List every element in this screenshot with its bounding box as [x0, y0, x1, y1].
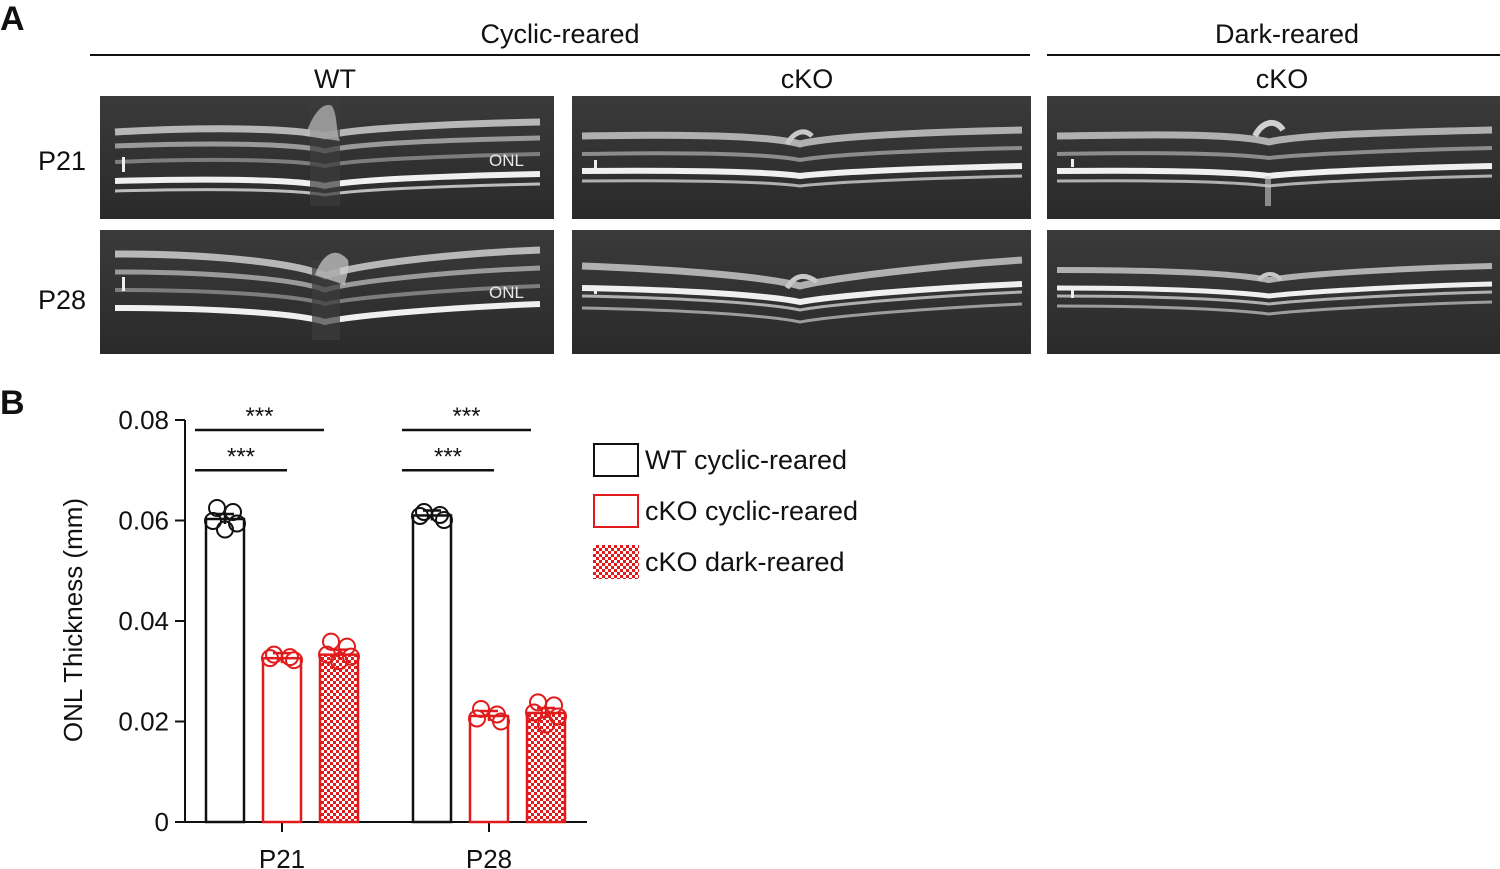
legend-item-wt-cyclic: WT cyclic-reared [593, 443, 858, 477]
row-label-p28: P28 [38, 285, 87, 315]
bar-p21-series-1 [261, 656, 303, 824]
y-tick-label-3: 0.06 [118, 506, 169, 536]
legend-label-cko-cyclic: cKO cyclic-reared [645, 495, 859, 526]
legend-swatch-cko-dark [593, 545, 639, 579]
column-title-cko-dark: cKO [1255, 64, 1309, 94]
significance-label-p21-1: *** [245, 403, 273, 430]
data-point-p28-series-2-2 [525, 703, 543, 722]
significance-label-p28-0: *** [434, 443, 462, 470]
legend-label-cko-dark: cKO dark-reared [645, 546, 845, 577]
bar-p21-series-2 [318, 653, 360, 824]
bar-p28-series-2 [525, 711, 567, 824]
panel-a-letter: A [0, 0, 25, 38]
oct-scan-cko-cyclic-p21 [572, 96, 1031, 219]
oct-scan-wt-p28: ONL [100, 230, 554, 354]
bar-p21-series-0 [204, 517, 246, 824]
onl-thickness-chart: 0 0.02 0.04 0.06 0.08 P21 P28 *** *** *** *** ONL… [58, 403, 587, 869]
panel-b-letter: B [0, 384, 25, 422]
x-tick-label-p21: P21 [259, 844, 305, 869]
y-axis-label: ONL Thickness (mm) [58, 498, 88, 742]
data-point-p21-series-0-2 [204, 512, 222, 531]
legend-label-wt-cyclic: WT cyclic-reared [645, 444, 848, 475]
significance-label-p21-0: *** [227, 443, 255, 470]
oct-scan-cko-dark-p28 [1047, 230, 1500, 354]
oct-scan-cko-cyclic-p28 [572, 230, 1031, 354]
data-point-p28-series-1-3 [492, 712, 510, 731]
data-point-p21-series-1-2 [261, 649, 279, 668]
oct-scan-cko-dark-p21 [1047, 96, 1500, 219]
significance-label-p28-1: *** [452, 403, 480, 430]
bar-p28-series-1 [468, 714, 510, 824]
data-point-p28-series-1-0 [472, 699, 490, 718]
data-point-p21-series-1-1 [281, 648, 299, 667]
column-title-wt: WT [314, 64, 356, 94]
y-tick-label-0: 0 [155, 807, 169, 837]
data-point-p28-series-1-2 [468, 709, 486, 728]
oct-scan-wt-p21: ONL [100, 96, 554, 219]
data-point-p21-series-2-4 [330, 652, 348, 671]
data-point-p21-series-2-0 [322, 632, 340, 651]
onl-label-p28: ONL [489, 283, 524, 302]
group-rule-cyclic [90, 54, 1030, 56]
data-point-p28-series-2-1 [545, 696, 563, 715]
group-title-cyclic: Cyclic-reared [480, 19, 640, 49]
legend-swatch-wt-cyclic [593, 443, 639, 477]
data-point-p21-series-2-3 [342, 647, 360, 666]
column-title-cko-cyclic: cKO [780, 64, 834, 94]
data-point-p28-series-0-3 [435, 510, 453, 529]
bar-p28-series-0 [411, 514, 453, 824]
onl-label-p21: ONL [489, 151, 524, 170]
data-point-p21-series-0-1 [224, 502, 242, 521]
data-point-p28-series-0-2 [411, 506, 429, 525]
data-point-p21-series-1-3 [285, 651, 303, 670]
legend-swatch-cko-cyclic [593, 494, 639, 528]
y-tick-label-2: 0.04 [118, 606, 169, 636]
data-point-p28-series-2-4 [537, 715, 555, 734]
legend-item-cko-dark: cKO dark-reared [593, 545, 858, 579]
data-point-p21-series-0-4 [216, 520, 234, 539]
legend-item-cko-cyclic: cKO cyclic-reared [593, 494, 858, 528]
group-title-dark: Dark-reared [1214, 19, 1360, 49]
y-tick-label-4: 0.08 [118, 405, 169, 435]
chart-legend: WT cyclic-reared cKO cyclic-reared cKO d… [593, 443, 858, 579]
row-label-p21: P21 [38, 146, 87, 176]
x-tick-label-p28: P28 [466, 844, 512, 869]
data-point-p21-series-2-1 [338, 637, 356, 656]
data-point-p28-series-0-1 [431, 505, 449, 524]
y-tick-label-1: 0.02 [118, 707, 169, 737]
group-rule-dark [1047, 54, 1500, 56]
